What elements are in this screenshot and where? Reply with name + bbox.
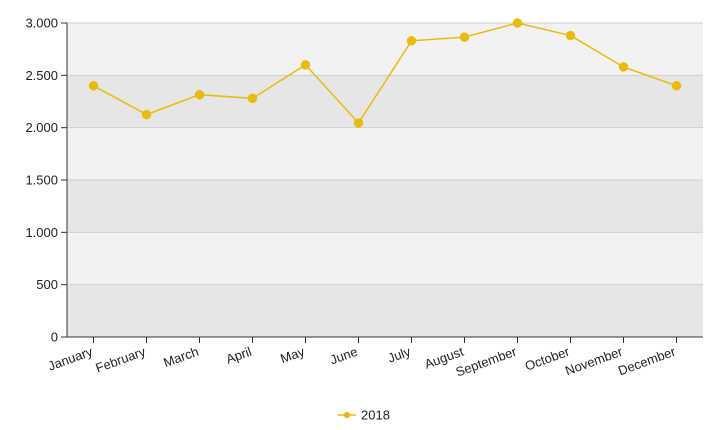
data-point <box>88 81 99 91</box>
x-tick-label: May <box>278 344 307 367</box>
data-point <box>512 18 523 28</box>
y-tick-label: 1.500 <box>25 173 58 188</box>
legend-dot-marker <box>343 411 351 419</box>
data-point <box>618 62 629 72</box>
series-layer <box>88 18 682 128</box>
data-point <box>353 118 364 128</box>
legend: 2018 <box>338 408 390 423</box>
y-tick-label: 3.000 <box>25 16 58 31</box>
gridlines <box>67 22 703 286</box>
x-tick-label: September <box>454 343 520 379</box>
y-tick-label: 0 <box>51 330 58 345</box>
x-tick-label: March <box>161 344 200 370</box>
x-tick-label: February <box>94 344 148 376</box>
series-line <box>93 22 677 125</box>
data-point <box>194 89 205 100</box>
x-tick-label: December <box>616 343 678 378</box>
data-point <box>247 93 258 104</box>
plot-band <box>67 75 703 128</box>
plot-band <box>67 127 703 180</box>
legend-label: 2018 <box>361 408 390 423</box>
axes <box>61 22 703 343</box>
x-tick-label: April <box>224 344 254 367</box>
y-tick-label: 2.500 <box>25 68 58 83</box>
y-tick-labels: 0 500 1.000 1.500 2.000 2.500 3.000 <box>25 16 58 345</box>
data-point <box>141 109 152 120</box>
plot-band <box>67 232 703 285</box>
plot-bands <box>67 23 703 337</box>
plot-band <box>67 284 703 337</box>
data-point <box>671 81 682 91</box>
data-point <box>300 60 311 70</box>
plot-band <box>67 23 703 76</box>
x-tick-label: November <box>563 343 625 378</box>
data-point <box>406 36 417 46</box>
x-tick-label: July <box>386 344 413 366</box>
x-tick-label: June <box>328 344 360 368</box>
plot-band <box>67 180 703 233</box>
data-point <box>565 30 576 41</box>
y-tick-label: 2.000 <box>25 120 58 135</box>
data-point <box>459 32 470 42</box>
y-tick-label: 500 <box>36 277 58 292</box>
y-tick-label: 1.000 <box>25 225 58 240</box>
x-tick-label: January <box>46 344 95 374</box>
